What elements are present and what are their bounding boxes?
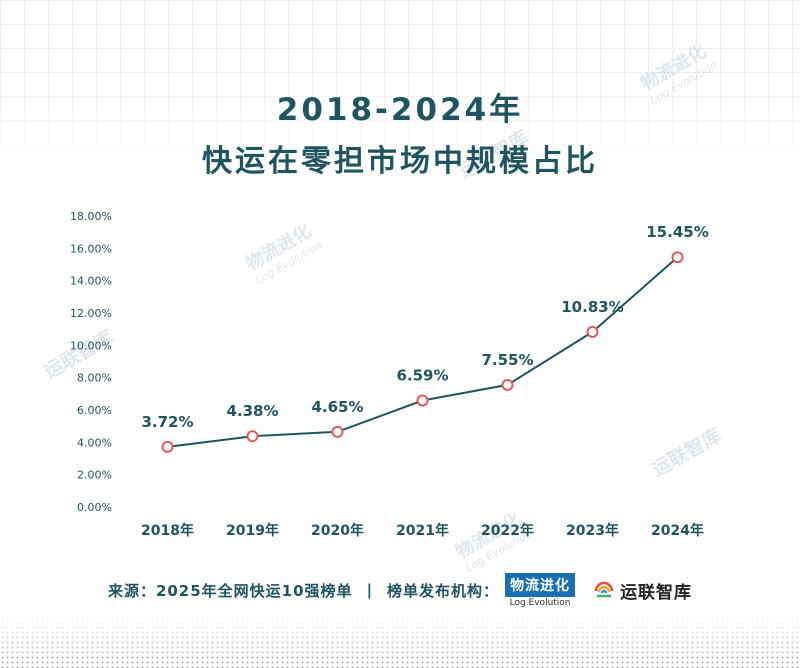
footer: 来源：2025年全网快运10强榜单 | 榜单发布机构： 物流进化 Log Evo… <box>0 570 800 610</box>
yunlian-logo: 运联智库 <box>593 577 692 604</box>
wuliu-logo: 物流进化 Log Evolution <box>505 572 576 608</box>
x-tick-label: 2024年 <box>651 522 704 539</box>
data-label: 15.45% <box>646 223 708 241</box>
data-point <box>586 325 599 338</box>
data-label: 7.55% <box>481 351 533 369</box>
data-label: 4.38% <box>226 402 278 420</box>
data-label: 10.83% <box>561 298 623 316</box>
y-tick-label: 2.00% <box>77 469 112 482</box>
publisher-label: 榜单发布机构： <box>387 581 500 600</box>
y-tick-label: 16.00% <box>70 242 112 255</box>
y-tick-label: 6.00% <box>77 404 112 417</box>
y-tick-label: 18.00% <box>70 210 112 223</box>
data-label: 6.59% <box>396 366 448 384</box>
x-tick-label: 2020年 <box>311 522 364 539</box>
yunlian-logo-icon <box>593 577 615 604</box>
data-point <box>161 440 174 453</box>
y-tick-label: 0.00% <box>77 501 112 514</box>
wuliu-logo-sub: Log Evolution <box>509 597 571 608</box>
x-tick-label: 2022年 <box>481 522 534 539</box>
data-point <box>501 378 514 391</box>
y-tick-label: 8.00% <box>77 372 112 385</box>
chart-title-line2: 快运在零担市场中规模占比 <box>202 144 598 179</box>
grid-background <box>0 0 800 180</box>
data-label: 3.72% <box>141 413 193 431</box>
footer-divider: | <box>366 581 374 599</box>
data-label: 4.65% <box>311 398 363 416</box>
yunlian-logo-name: 运联智库 <box>620 582 693 603</box>
data-point <box>331 425 344 438</box>
wuliu-logo-name: 物流进化 <box>505 572 576 597</box>
data-point <box>416 394 429 407</box>
dot-pattern-decoration <box>0 615 800 668</box>
data-point <box>671 251 684 264</box>
data-point <box>246 430 259 443</box>
source-text: 来源：2025年全网快运10强榜单 <box>107 581 353 600</box>
y-tick-label: 12.00% <box>70 307 112 320</box>
x-tick-label: 2019年 <box>226 522 279 539</box>
y-tick-label: 10.00% <box>70 339 112 352</box>
x-tick-label: 2023年 <box>566 522 619 539</box>
x-tick-label: 2018年 <box>141 522 194 539</box>
x-tick-label: 2021年 <box>396 522 449 539</box>
y-tick-label: 4.00% <box>77 436 112 449</box>
chart-title-line1: 2018-2024年 <box>276 92 524 128</box>
y-tick-label: 14.00% <box>70 275 112 288</box>
